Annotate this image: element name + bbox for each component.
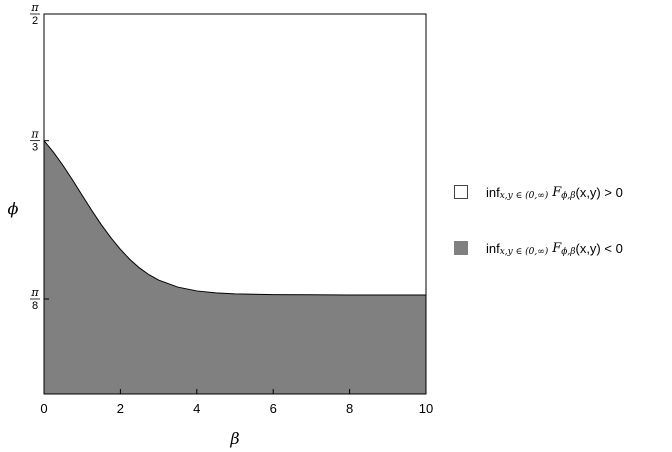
legend-function-subscript: ϕ,β <box>561 191 576 201</box>
region-negative <box>44 140 426 394</box>
legend-function: F <box>552 184 562 200</box>
y-tick-numerator: π <box>30 128 39 141</box>
legend-function-subscript: ϕ,β <box>561 247 576 257</box>
legend-condition: (x,y) < 0 <box>575 240 623 256</box>
x-tick-label: 2 <box>117 401 124 416</box>
y-tick-denominator: 2 <box>32 15 38 27</box>
legend-subscript: x,y ∈ (0,∞) <box>499 247 549 257</box>
y-tick-denominator: 3 <box>32 142 38 154</box>
x-axis-ticks: 0 2 4 6 8 10 <box>40 389 433 416</box>
x-axis-label: β <box>229 429 239 448</box>
x-tick-label: 10 <box>419 401 433 416</box>
legend-swatch-white <box>454 185 468 199</box>
y-tick-numerator: π <box>30 286 39 299</box>
legend-subscript: x,y ∈ (0,∞) <box>499 191 549 201</box>
legend-condition: (x,y) > 0 <box>575 184 623 200</box>
x-tick-label: 8 <box>346 401 353 416</box>
boundary-curve <box>43 140 426 296</box>
plot-area <box>43 13 427 395</box>
x-tick-label: 6 <box>270 401 277 416</box>
x-tick-label: 4 <box>193 401 200 416</box>
legend: inf x,y ∈ (0,∞) F ϕ,β (x,y) > 0 inf x,y … <box>454 182 623 294</box>
legend-item-negative: inf x,y ∈ (0,∞) F ϕ,β (x,y) < 0 <box>454 238 623 258</box>
legend-inf: inf <box>486 240 500 256</box>
y-tick-denominator: 8 <box>32 300 38 312</box>
legend-function: F <box>552 240 562 256</box>
plot-frame <box>43 13 427 395</box>
y-tick-numerator: π <box>30 1 39 14</box>
legend-item-positive: inf x,y ∈ (0,∞) F ϕ,β (x,y) > 0 <box>454 182 623 202</box>
x-tick-label: 0 <box>40 401 47 416</box>
legend-swatch-gray <box>454 241 468 255</box>
y-axis-label: ϕ <box>8 199 19 218</box>
legend-inf: inf <box>486 184 500 200</box>
